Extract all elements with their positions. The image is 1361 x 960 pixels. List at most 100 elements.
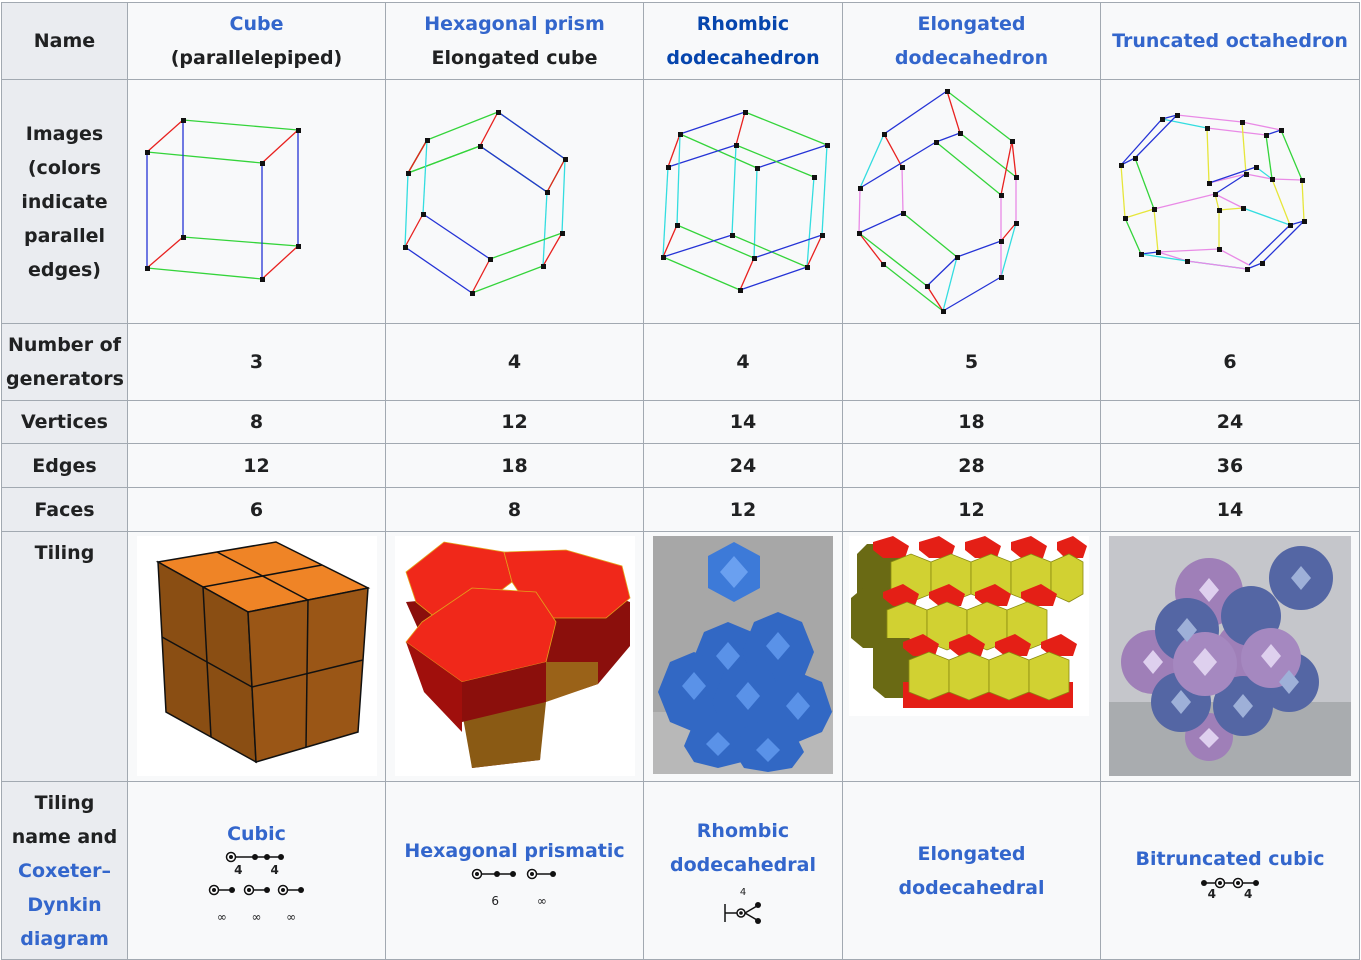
vertices-truncated-octahedron: 24 [1100,400,1360,444]
row-header-faces: Faces [1,487,128,532]
generators-truncated-octahedron: 6 [1100,323,1360,401]
dynkin-node-pair-icon [277,884,305,896]
generators-header-line-1: Number of [7,334,122,356]
name-cell-elongated-dodecahedron: Elongated dodecahedron [842,2,1101,80]
generators-elongated-dodecahedron: 5 [842,323,1101,401]
truncated-octahedron-wireframe-cell [1100,79,1360,324]
rhombic-dodecahedron-link-line-2: dodecahedron [666,47,820,69]
elongated-dodecahedron-link[interactable]: Elongated dodecahedron [847,7,1096,75]
dynkin-label: ∞ [536,893,547,908]
elongated-dodecahedron-link-line-2: dodecahedron [894,47,1049,69]
vertices-elongated-dodecahedron: 18 [842,400,1101,444]
edges-elongated-dodecahedron: 28 [842,443,1101,488]
coxeter-dynkin-link-line-2: Dynkin [27,893,102,916]
faces-rhombic-dodecahedron: 12 [643,487,843,532]
bitruncated-cubic-honeycomb-link[interactable]: Bitruncated cubic [1135,848,1325,870]
tiling-cell-cube [127,531,386,782]
rhombic-dodecahedral-honeycomb-image[interactable] [644,532,843,780]
dynkin-node-chain-icon [225,851,284,863]
cube-wireframe-cell [127,79,386,324]
dynkin-label: 4 [1244,887,1253,901]
rhombic-dodecahedral-dynkin-diagram: 4 [648,882,838,927]
dynkin-label: ∞ [216,910,227,924]
truncated-octahedron-link[interactable]: Truncated octahedron [1112,30,1348,52]
dynkin-node-pair-icon [208,884,235,896]
tiling-name-header-line-2: name and [11,825,118,848]
rhombic-dodecahedral-link-line-1: Rhombic [696,820,790,842]
generators-cube: 3 [127,323,386,401]
rhombic-dodecahedron-wireframe-image[interactable] [644,81,843,323]
row-header-vertices: Vertices [1,400,128,444]
rhombic-dodecahedron-link[interactable]: Rhombic dodecahedron [648,7,838,75]
images-header-line-5: edges) [28,258,101,281]
dynkin-label: 4 [234,863,243,877]
hexagonal-prism-wireframe-cell [385,79,644,324]
tiling-name-elongated-dodecahedron: Elongated dodecahedral [842,781,1101,960]
tiling-name-hexagonal-prism: Hexagonal prismatic 6 ∞ [385,781,644,960]
elongated-dodecahedron-wireframe-image[interactable] [843,81,1101,323]
elongated-dodecahedron-wireframe-cell [842,79,1101,324]
elongated-dodecahedral-honeycomb-link[interactable]: Elongated dodecahedral [847,837,1096,905]
elongated-dodecahedral-link-line-2: dodecahedral [898,876,1045,899]
faces-truncated-octahedron: 14 [1100,487,1360,532]
truncated-octahedron-wireframe-image[interactable] [1101,81,1360,323]
dynkin-label: ∞ [251,910,262,924]
row-header-images: Images (colors indicate parallel edges) [1,79,128,324]
dynkin-node-pair-icon [526,868,556,879]
rhombic-dodecahedral-link-line-2: dodecahedral [670,854,816,876]
coxeter-dynkin-link-line-3: diagram [20,927,109,950]
images-header-line-3: indicate [21,190,108,213]
dynkin-node-chain-icon [471,868,517,879]
images-header-line-4: parallel [23,224,106,247]
images-header-line-2: (colors [27,156,102,179]
edges-hexagonal-prism: 18 [385,443,644,488]
cube-wireframe-image[interactable] [128,81,386,323]
generators-rhombic-dodecahedron: 4 [643,323,843,401]
images-header-line-1: Images [25,122,104,145]
row-header-edges: Edges [1,443,128,488]
generators-header-line-2: generators [6,368,124,390]
hexagonal-prismatic-honeycomb-link[interactable]: Hexagonal prismatic [404,839,625,862]
hexagonal-prism-alt-name: Elongated cube [431,47,598,69]
tiling-name-cube: Cubic 4 4 ∞ ∞ ∞ [127,781,386,960]
hexagonal-prism-link[interactable]: Hexagonal prism [424,13,605,35]
dynkin-label: 4 [1207,887,1216,901]
name-cell-cube: Cube (parallelepiped) [127,2,386,80]
dynkin-label: ∞ [286,910,297,924]
elongated-dodecahedral-link-line-1: Elongated [917,842,1026,865]
rhombic-dodecahedral-honeycomb-link[interactable]: Rhombic dodecahedral [648,814,838,882]
generators-hexagonal-prism: 4 [385,323,644,401]
cube-alt-name: (parallelepiped) [170,47,343,69]
bitruncated-cubic-honeycomb-image[interactable] [1101,532,1360,780]
tiling-cell-rhombic-dodecahedron [643,531,843,782]
rhombic-dodecahedron-wireframe-cell [643,79,843,324]
row-header-tiling: Tiling [1,531,128,782]
vertices-cube: 8 [127,400,386,444]
faces-elongated-dodecahedron: 12 [842,487,1101,532]
dynkin-node-chain-icon [1201,877,1259,889]
edges-truncated-octahedron: 36 [1100,443,1360,488]
dynkin-label: 4 [270,863,279,877]
cubic-honeycomb-image[interactable] [128,532,386,780]
elongated-dodecahedral-honeycomb-image[interactable] [843,532,1101,780]
faces-cube: 6 [127,487,386,532]
coxeter-dynkin-link[interactable]: Coxeter– Dynkin diagram [6,854,123,956]
rhombic-dodecahedron-link-line-1: Rhombic [696,13,790,35]
row-header-name: Name [1,2,128,80]
cubic-dynkin-diagram-bottom: ∞ ∞ ∞ [132,884,381,924]
vertices-rhombic-dodecahedron: 14 [643,400,843,444]
name-cell-truncated-octahedron: Truncated octahedron [1100,2,1360,80]
tiling-cell-hexagonal-prism [385,531,644,782]
cube-link[interactable]: Cube [229,13,284,35]
tiling-cell-truncated-octahedron [1100,531,1360,782]
faces-hexagonal-prism: 8 [385,487,644,532]
row-header-generators: Number of generators [1,323,128,401]
hexagonal-prism-wireframe-image[interactable] [386,81,644,323]
cubic-honeycomb-link[interactable]: Cubic [227,823,286,845]
hexagonal-prismatic-honeycomb-image[interactable] [386,532,644,780]
row-header-tiling-name: Tiling name and Coxeter– Dynkin diagram [1,781,128,960]
dynkin-label: 4 [739,887,747,898]
